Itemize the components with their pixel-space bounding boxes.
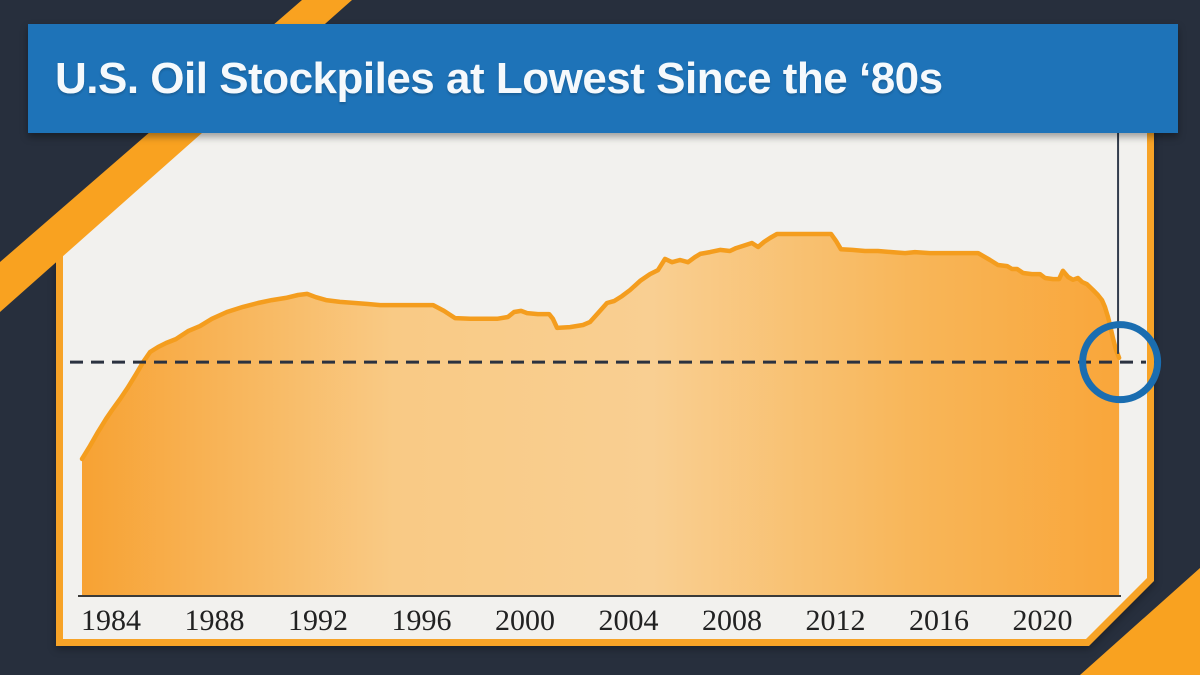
lowest-point-circle — [1079, 321, 1162, 404]
title-banner: U.S. Oil Stockpiles at Lowest Since the … — [28, 24, 1178, 133]
page-title: U.S. Oil Stockpiles at Lowest Since the … — [55, 53, 943, 103]
stockpile-line — [79, 231, 1122, 462]
x-tick-label: 1996 — [392, 604, 452, 637]
x-tick-label: 1988 — [185, 604, 245, 637]
x-tick-label: 2012 — [806, 604, 866, 637]
x-tick-label: 2020 — [1013, 604, 1073, 637]
x-tick-label: 2000 — [495, 604, 555, 637]
x-tick-label: 2016 — [909, 604, 969, 637]
x-tick-label: 1992 — [288, 604, 348, 637]
stockpile-area — [82, 234, 1120, 595]
x-tick-label: 2004 — [599, 604, 659, 637]
x-tick-label: 1984 — [81, 604, 141, 637]
x-tick-label: 2008 — [702, 604, 762, 637]
corner-triangle-bottom-right — [1080, 568, 1200, 675]
